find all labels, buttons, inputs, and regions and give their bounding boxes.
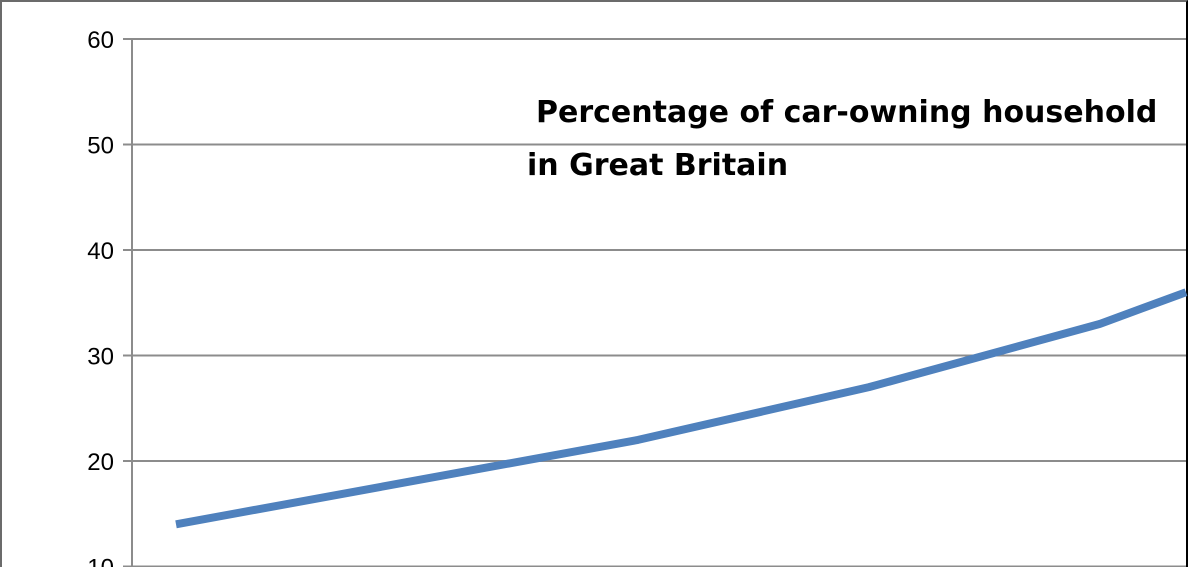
y-tick-label-40: 40 [87, 238, 114, 265]
series-lines [175, 288, 1188, 529]
y-tick-labels: 10 20 30 40 50 60 [87, 27, 114, 567]
chart-title-line-2: in Great Britain [527, 148, 788, 183]
y-tick-label-50: 50 [87, 133, 114, 160]
chart-title-line-1: Percentage of car-owning household [536, 95, 1157, 130]
chart-title: Percentage of car-owning household in Gr… [527, 95, 1157, 183]
y-tick-label-60: 60 [87, 27, 114, 54]
y-tick-label-30: 30 [87, 344, 114, 371]
series-line-0 [175, 288, 1188, 529]
y-axis [123, 38, 133, 567]
y-tick-label-10: 10 [87, 555, 114, 567]
y-tick-label-20: 20 [87, 449, 114, 476]
